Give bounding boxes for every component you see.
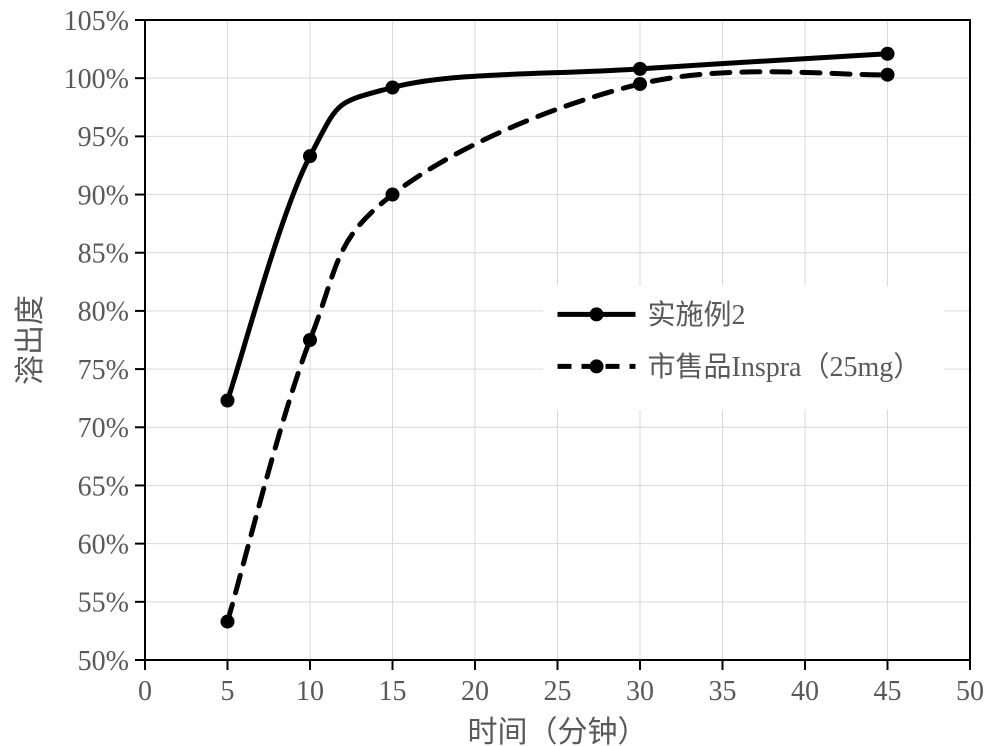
series-marker-0	[633, 62, 647, 76]
svg-text:95%: 95%	[78, 122, 129, 153]
svg-text:15: 15	[379, 676, 407, 707]
svg-text:100%: 100%	[64, 64, 129, 95]
y-axis-label: 溶出度	[14, 295, 47, 385]
svg-text:0: 0	[138, 676, 152, 707]
svg-text:50%: 50%	[78, 646, 129, 677]
svg-text:40: 40	[791, 676, 819, 707]
series-marker-0	[881, 47, 895, 61]
svg-text:10: 10	[296, 676, 324, 707]
svg-text:90%: 90%	[78, 180, 129, 211]
series-marker-1	[633, 77, 647, 91]
svg-text:20: 20	[461, 676, 489, 707]
svg-text:65%: 65%	[78, 471, 129, 502]
svg-text:60%: 60%	[78, 529, 129, 560]
svg-text:55%: 55%	[78, 588, 129, 619]
svg-text:75%: 75%	[78, 355, 129, 386]
svg-text:35: 35	[709, 676, 737, 707]
legend-label-0: 实施例2	[648, 299, 746, 331]
svg-text:80%: 80%	[78, 297, 129, 328]
svg-text:105%: 105%	[64, 6, 129, 37]
series-marker-0	[221, 394, 235, 408]
svg-text:70%: 70%	[78, 413, 129, 444]
series-marker-1	[386, 188, 400, 202]
svg-text:25: 25	[544, 676, 572, 707]
x-axis-label: 时间（分钟）	[468, 716, 648, 746]
series-marker-1	[303, 333, 317, 347]
series-marker-1	[221, 615, 235, 629]
svg-text:30: 30	[626, 676, 654, 707]
series-marker-0	[303, 149, 317, 163]
legend-label-1: 市售品Inspra（25mg）	[648, 351, 922, 383]
legend: 实施例2 市售品Inspra（25mg）	[544, 286, 944, 410]
svg-text:85%: 85%	[78, 239, 129, 270]
series-marker-0	[386, 80, 400, 94]
svg-text:5: 5	[221, 676, 235, 707]
series-marker-1	[881, 68, 895, 82]
svg-text:50: 50	[956, 676, 984, 707]
svg-text:45: 45	[874, 676, 902, 707]
